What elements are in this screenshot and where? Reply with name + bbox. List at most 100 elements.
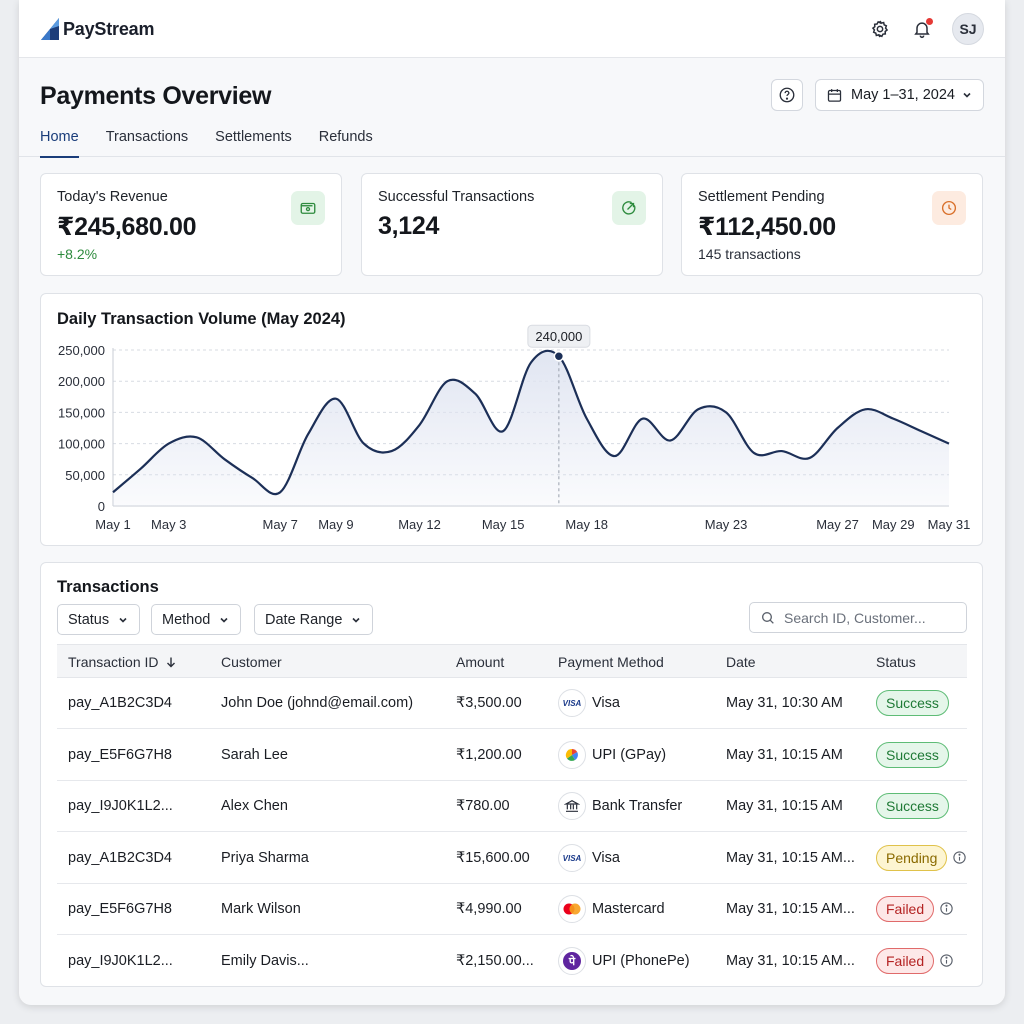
kpi-value: ₹112,450.00 <box>698 213 836 241</box>
page-title: Payments Overview <box>40 82 272 110</box>
bell-icon <box>914 22 930 39</box>
transaction-date: May 31, 10:15 AM... <box>726 901 855 917</box>
kpi-change: +8.2% <box>57 246 98 262</box>
table-row[interactable]: pay_I9J0K1L2... Emily Davis... ₹2,150.00..… <box>57 936 967 987</box>
chevron-down-icon <box>119 617 127 623</box>
x-tick-label: May 23 <box>705 517 748 532</box>
column-header-date[interactable]: Date <box>726 654 756 670</box>
phonepe-icon: पे <box>558 946 586 975</box>
y-tick-label: 50,000 <box>65 468 105 483</box>
status-badge: Success <box>876 793 949 819</box>
date-range-filter[interactable]: Date Range <box>254 604 374 635</box>
column-header-status[interactable]: Status <box>876 654 916 670</box>
transaction-date: May 31, 10:15 AM... <box>726 849 855 866</box>
customer-name: Emily Davis... <box>221 952 309 969</box>
filter-label: Method <box>162 611 211 628</box>
line-chart: 250,000 200,000 150,000 100,000 50,000 0 May 1… <box>58 324 970 532</box>
payment-method: Bank Transfer <box>592 798 683 814</box>
status-badge: Pending <box>876 844 948 871</box>
search-input[interactable] <box>784 609 964 626</box>
kpi-value: ₹245,680.00 <box>57 213 197 241</box>
info-icon[interactable] <box>939 901 954 921</box>
chevron-down-icon <box>963 92 971 98</box>
tab-home[interactable]: Home <box>40 129 79 158</box>
x-tick-label: May 29 <box>872 517 915 532</box>
status-badge: Success <box>876 741 949 768</box>
transaction-id[interactable]: pay_E5F6G7H8 <box>68 901 172 917</box>
tab-transactions[interactable]: Transactions <box>105 129 189 145</box>
column-header-customer[interactable]: Customer <box>221 654 282 670</box>
info-icon[interactable] <box>939 953 954 973</box>
amount: ₹1,200.00 <box>456 746 522 763</box>
payment-method: UPI (GPay) <box>592 746 667 763</box>
clock-icon <box>932 191 966 225</box>
transactions-title: Transactions <box>57 578 159 596</box>
help-circle-icon <box>779 87 795 103</box>
gpay-icon <box>558 740 586 769</box>
page-header: Payments Overview May 1–31, 2024 Home Tr… <box>19 58 1005 158</box>
method-filter[interactable]: Method <box>151 604 242 635</box>
transaction-id[interactable]: pay_A1B2C3D4 <box>68 695 172 711</box>
chevron-down-icon <box>220 617 228 623</box>
y-tick-label: 150,000 <box>58 405 105 420</box>
transactions-card: Transactions Status Method Date Range Tr… <box>40 562 983 987</box>
x-tick-label: May 15 <box>482 517 525 532</box>
status-badge: Failed <box>876 947 935 974</box>
search-icon <box>762 611 774 624</box>
calendar-icon <box>827 88 842 102</box>
x-tick-label: May 3 <box>151 517 186 532</box>
gear-icon <box>871 20 889 38</box>
transaction-id[interactable]: pay_E5F6G7H8 <box>68 746 172 763</box>
column-header-amount[interactable]: Amount <box>456 654 505 670</box>
amount: ₹780.00 <box>456 798 510 814</box>
sort-down-icon <box>166 657 175 668</box>
table-row[interactable]: pay_E5F6G7H8 Sarah Lee ₹1,200.00 UPI (GPay)… <box>57 730 967 781</box>
kpi-card-successful: Successful Transactions 3,124 <box>361 173 663 276</box>
x-tick-label: May 7 <box>262 517 297 532</box>
info-icon[interactable] <box>952 850 967 870</box>
table-row[interactable]: pay_A1B2C3D4 John Doe (johnd@email.com) ₹3… <box>57 678 967 729</box>
table-row[interactable]: pay_E5F6G7H8 Mark Wilson ₹4,990.00 Masterca… <box>57 884 967 935</box>
amount: ₹3,500.00 <box>456 695 522 711</box>
svg-text:पे: पे <box>568 954 576 968</box>
amount: ₹15,600.00 <box>456 849 530 866</box>
date-range-picker[interactable]: May 1–31, 2024 <box>815 79 984 111</box>
payment-method: Visa <box>592 695 620 711</box>
user-avatar[interactable]: SJ <box>952 13 984 45</box>
column-header-transaction-id[interactable]: Transaction ID <box>68 654 177 670</box>
chart-card: Daily Transaction Volume (May 2024) 250,… <box>40 293 983 546</box>
kpi-label: Successful Transactions <box>378 189 535 205</box>
svg-text:VISA: VISA <box>563 854 582 863</box>
table-row[interactable]: pay_I9J0K1L2... Alex Chen ₹780.00 Bank Tran… <box>57 781 967 832</box>
payment-method: Visa <box>592 849 620 866</box>
customer-name: Alex Chen <box>221 798 288 814</box>
status-filter[interactable]: Status <box>57 604 141 635</box>
help-button[interactable] <box>771 79 803 111</box>
transaction-id[interactable]: pay_I9J0K1L2... <box>68 798 173 814</box>
customer-name: Sarah Lee <box>221 746 288 763</box>
customer-name: Priya Sharma <box>221 849 309 866</box>
top-bar: PayStream SJ <box>19 0 1005 58</box>
transaction-date: May 31, 10:15 AM <box>726 746 843 763</box>
notifications-button[interactable] <box>910 17 934 41</box>
tab-settlements[interactable]: Settlements <box>215 129 292 145</box>
settings-button[interactable] <box>868 17 892 41</box>
date-range-label: May 1–31, 2024 <box>851 87 955 103</box>
kpi-subtext: 145 transactions <box>698 246 801 262</box>
kpi-value: 3,124 <box>378 212 440 240</box>
amount: ₹4,990.00 <box>456 901 522 917</box>
x-tick-label: May 18 <box>565 517 608 532</box>
tooltip-value: 240,000 <box>535 329 582 344</box>
payment-method: Mastercard <box>592 901 665 917</box>
chevron-down-icon <box>352 617 360 623</box>
status-badge: Failed <box>876 896 935 922</box>
tab-refunds[interactable]: Refunds <box>318 129 373 145</box>
y-tick-label: 250,000 <box>58 343 105 358</box>
transaction-id[interactable]: pay_I9J0K1L2... <box>68 952 173 969</box>
y-tick-label: 0 <box>98 499 105 514</box>
transaction-id[interactable]: pay_A1B2C3D4 <box>68 849 172 866</box>
table-row[interactable]: pay_A1B2C3D4 Priya Sharma ₹15,600.00 VISA Vi… <box>57 833 967 884</box>
y-tick-label: 200,000 <box>58 374 105 389</box>
column-header-payment-method[interactable]: Payment Method <box>558 654 664 670</box>
series-line <box>112 349 950 496</box>
